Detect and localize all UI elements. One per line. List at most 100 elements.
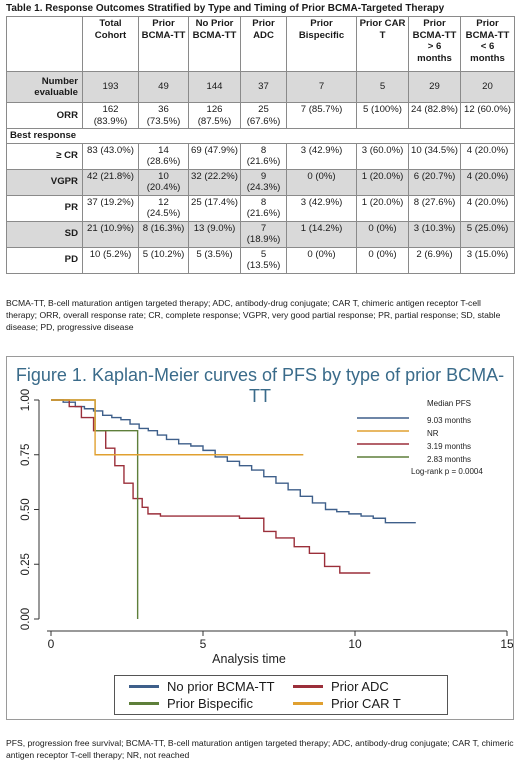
table-cell: 0 (0%) [286,168,357,196]
y-tick-label: 0.00 [20,608,32,630]
legend-label: Prior Bispecific [167,696,253,711]
table-cell: 4 (20.0%) [460,168,515,196]
table-cell: 6 (20.7%) [408,168,461,196]
table-cell: 7 [286,71,357,103]
table-cell: 8 (21.6%) [240,194,287,222]
table-cell: 1 (20.0%) [356,194,409,222]
median-value: 9.03 months [427,416,471,425]
table-cell: 4 (20.0%) [460,142,515,170]
table-row: ≥ CR 83 (43.0%) 14 (28.6%) 69 (47.9%) 8 (21.… [6,142,515,170]
logrank-label: Log-rank p = 0.0004 [411,467,483,476]
legend-label: Prior ADC [331,679,389,694]
table-cell: 49 [138,71,189,103]
row-label: ORR [6,102,83,129]
km-curve-no-prior-bcma-tt [51,399,416,524]
x-tick-label: 15 [500,637,513,651]
column-header: Prior ADC [240,16,287,72]
table-cell: 126 (87.5%) [188,102,241,129]
row-label: Number evaluable [6,71,83,103]
table-cell: 37 (19.2%) [82,194,139,222]
column-header: Total Cohort [82,16,139,72]
table-cell: 10 (34.5%) [408,142,461,170]
table-row: ORR 162 (83.9%) 36 (73.5%) 126 (87.5%) 25 (6… [6,102,515,129]
table-cell: 12 (60.0%) [460,102,515,129]
table-cell: 162 (83.9%) [82,102,139,129]
row-label: ≥ CR [6,142,83,170]
table-cell: 8 (16.3%) [138,220,189,248]
table-cell: 0 (0%) [356,220,409,248]
table-cell: 8 (27.6%) [408,194,461,222]
median-value: 3.19 months [427,442,471,451]
table-cell: 4 (20.0%) [460,194,515,222]
table-cell: 193 [82,71,139,103]
table-cell: 2 (6.9%) [408,246,461,274]
legend-swatch [129,702,159,705]
table-cell: 13 (9.0%) [188,220,241,248]
table-cell: 36 (73.5%) [138,102,189,129]
km-curve-prior-adc [51,399,371,574]
column-header: Prior Bispecific [286,16,357,72]
response-outcomes-table: Total Cohort Prior BCMA-TT No Prior BCMA-T… [6,16,515,274]
table-cell: 5 (100%) [356,102,409,129]
median-value: 2.83 months [427,455,471,464]
table-row: PD 10 (5.2%) 5 (10.2%) 5 (3.5%) 5 (13.5%) 0 (… [6,246,515,274]
table-cell: 14 (28.6%) [138,142,189,170]
table-cell: 3 (42.9%) [286,142,357,170]
table-row: Number evaluable 193 49 144 37 7 5 29 20 [6,71,515,103]
row-label: VGPR [6,168,83,196]
table-cell: 5 (13.5%) [240,246,287,274]
header-corner-cell [6,16,83,72]
table-row: VGPR 42 (21.8%) 10 (20.4%) 32 (22.2%) 9 (24.… [6,168,515,196]
table-cell: 3 (15.0%) [460,246,515,274]
table-cell: 37 [240,71,287,103]
figure-title: Figure 1. Kaplan-Meier curves of PFS by … [15,365,505,406]
table-cell: 69 (47.9%) [188,142,241,170]
legend-swatch [129,685,159,688]
x-tick-label: 5 [200,637,207,651]
row-label: PD [6,246,83,274]
table-cell: 1 (14.2%) [286,220,357,248]
table-cell: 144 [188,71,241,103]
table-cell: 25 (67.6%) [240,102,287,129]
table-cell: 8 (21.6%) [240,142,287,170]
km-chart: 0 5 10 15 0.00 0.25 0.50 0.75 1.00 Analysis time M… [20,389,513,666]
y-tick-label: 0.75 [20,444,32,466]
figure-footnote: PFS, progression free survival; BCMA-TT,… [6,738,514,760]
table-cell: 21 (10.9%) [82,220,139,248]
table-cell: 7 (85.7%) [286,102,357,129]
table-cell: 29 [408,71,461,103]
table-cell: 42 (21.8%) [82,168,139,196]
table-header-row: Total Cohort Prior BCMA-TT No Prior BCMA-T… [6,16,515,72]
chart-legend: No prior BCMA-TT Prior ADC Prior Bispeci… [114,675,448,715]
x-tick-label: 0 [48,637,55,651]
table-cell: 3 (10.3%) [408,220,461,248]
table-cell: 32 (22.2%) [188,168,241,196]
median-pfs-header: Median PFS [427,399,471,408]
table-cell: 1 (20.0%) [356,168,409,196]
section-row: Best response [6,128,515,144]
table-cell: 25 (17.4%) [188,194,241,222]
table-cell: 0 (0%) [286,246,357,274]
column-header: Prior CAR T [356,16,409,72]
legend-item-prior-adc: Prior ADC [293,679,389,694]
table-cell: 0 (0%) [356,246,409,274]
row-label: SD [6,220,83,248]
table-cell: 10 (5.2%) [82,246,139,274]
y-tick-label: 0.25 [20,553,32,575]
legend-label: No prior BCMA-TT [167,679,275,694]
km-curve-prior-car-t [51,399,304,456]
table-cell: 5 (10.2%) [138,246,189,274]
column-header: No Prior BCMA-TT [188,16,241,72]
column-header: Prior BCMA-TT < 6 months [460,16,515,72]
table-row: SD 21 (10.9%) 8 (16.3%) 13 (9.0%) 7 (18.9%) 1… [6,220,515,248]
km-curve-prior-bispecific [51,399,139,619]
table-cell: 3 (42.9%) [286,194,357,222]
table-footnote: BCMA-TT, B-cell maturation antigen targe… [6,298,501,332]
x-tick-label: 10 [348,637,362,651]
table-cell: 83 (43.0%) [82,142,139,170]
table-cell: 9 (24.3%) [240,168,287,196]
y-tick-label: 1.00 [20,389,32,411]
table-cell: 24 (82.8%) [408,102,461,129]
table-row: PR 37 (19.2%) 12 (24.5%) 25 (17.4%) 8 (21.6%… [6,194,515,222]
table-cell: 5 (25.0%) [460,220,515,248]
